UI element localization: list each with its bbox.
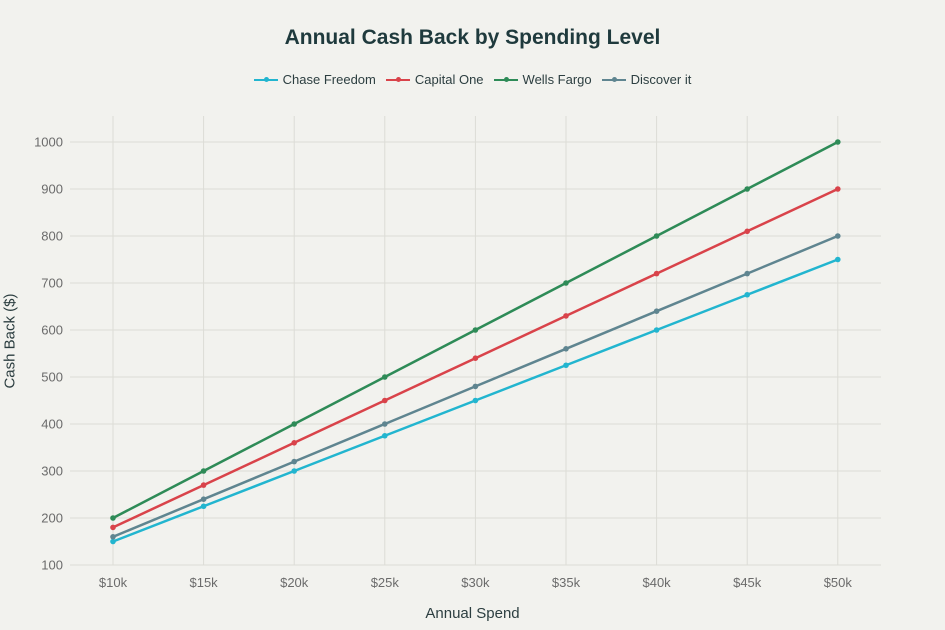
chart-legend: Chase Freedom Capital One Wells Fargo Di… (0, 72, 945, 87)
y-axis-label: Cash Back ($) (1, 293, 19, 389)
data-point (291, 468, 298, 474)
data-point (382, 421, 388, 427)
y-tick-label: 1000 (34, 135, 63, 150)
data-point (200, 496, 207, 503)
data-point (200, 468, 207, 474)
data-point (653, 327, 660, 333)
y-tick-label: 900 (41, 182, 63, 197)
y-tick-label: 800 (41, 229, 63, 244)
x-tick-label: $35k (552, 575, 581, 590)
data-point (563, 313, 569, 319)
legend-swatch-icon (601, 76, 626, 82)
data-point (835, 186, 841, 192)
y-tick-label: 600 (41, 323, 63, 338)
data-point (653, 233, 660, 239)
data-point (472, 397, 479, 404)
data-point (382, 432, 388, 439)
data-point (563, 280, 569, 286)
x-tick-label: $45k (733, 575, 762, 590)
legend-item-discover-it[interactable]: Discover it (601, 72, 692, 87)
data-point (744, 291, 750, 298)
legend-label: Discover it (630, 72, 692, 87)
x-tick-label: $50k (824, 575, 853, 590)
data-point (835, 139, 841, 145)
data-point (653, 270, 660, 277)
y-tick-label: 300 (41, 464, 63, 479)
y-tick-label: 500 (41, 370, 63, 385)
legend-item-chase-freedom[interactable]: Chase Freedom (253, 72, 376, 87)
y-tick-label: 400 (41, 417, 63, 432)
chart-title: Annual Cash Back by Spending Level (284, 26, 661, 49)
data-point (382, 374, 388, 380)
data-point (835, 256, 841, 263)
legend-item-capital-one[interactable]: Capital One (385, 72, 484, 87)
data-point (110, 534, 116, 540)
x-tick-label: $30k (461, 575, 490, 590)
x-tick-label: $15k (189, 575, 218, 590)
x-axis-label: Annual Spend (425, 605, 520, 622)
data-point (472, 383, 479, 390)
data-point (835, 233, 841, 239)
x-tick-label: $20k (280, 575, 309, 590)
x-tick-label: $40k (642, 575, 671, 590)
data-point (110, 524, 116, 531)
legend-swatch-icon (253, 76, 278, 82)
data-point (382, 397, 388, 404)
data-point (563, 362, 569, 369)
data-point (291, 440, 298, 446)
data-point (291, 421, 298, 427)
y-tick-label: 700 (41, 276, 63, 291)
legend-item-wells-fargo[interactable]: Wells Fargo (493, 72, 592, 87)
legend-label: Capital One (414, 72, 484, 87)
legend-swatch-icon (385, 76, 410, 82)
data-point (744, 228, 750, 235)
data-point (200, 503, 207, 510)
legend-label: Wells Fargo (522, 72, 592, 87)
data-point (200, 482, 207, 488)
data-point (563, 346, 569, 352)
y-tick-label: 200 (41, 511, 63, 526)
data-point (744, 186, 750, 192)
data-point (472, 327, 479, 333)
x-tick-label: $10k (99, 575, 128, 590)
y-tick-label: 100 (41, 558, 63, 573)
data-point (472, 355, 479, 362)
x-tick-label: $25k (371, 575, 400, 590)
data-point (653, 308, 660, 315)
data-point (744, 270, 750, 277)
legend-label: Chase Freedom (282, 72, 376, 87)
legend-swatch-icon (493, 76, 518, 82)
data-point (110, 538, 116, 545)
data-point (291, 458, 298, 465)
data-point (110, 515, 116, 521)
